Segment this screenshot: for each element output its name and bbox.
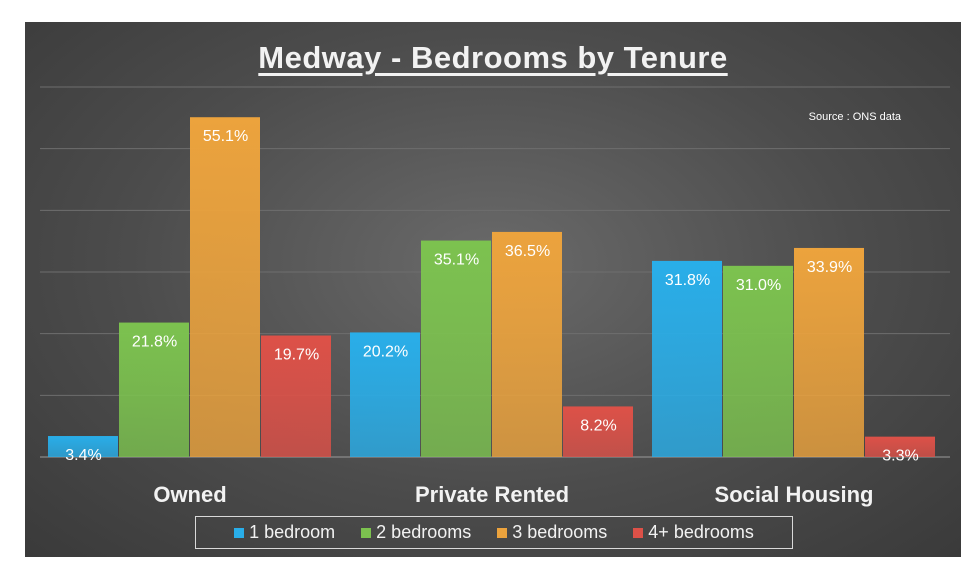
legend-swatch-3-bedrooms xyxy=(497,527,508,538)
bar xyxy=(48,436,118,457)
bar xyxy=(190,117,260,457)
legend-item-3-bedrooms: 3 bedrooms xyxy=(497,522,607,543)
data-label: 20.2% xyxy=(363,343,408,360)
data-label: 3.4% xyxy=(65,447,101,464)
data-label: 8.2% xyxy=(580,417,616,434)
legend-item-2-bedrooms: 2 bedrooms xyxy=(361,522,471,543)
bar xyxy=(492,231,562,457)
legend-label: 3 bedrooms xyxy=(512,522,608,542)
legend-label: 4+ bedrooms xyxy=(648,522,754,542)
bar xyxy=(350,332,420,457)
data-label: 31.8% xyxy=(665,272,710,289)
bar xyxy=(421,240,491,457)
source-note: Source : ONS data xyxy=(808,111,901,123)
bar xyxy=(119,322,189,457)
legend-label: 2 bedrooms xyxy=(376,522,472,542)
legend-item-4plus-bedrooms: 4+ bedrooms xyxy=(633,522,754,543)
bar xyxy=(652,260,722,457)
bar xyxy=(723,265,793,457)
legend-item-1-bedroom: 1 bedroom xyxy=(234,522,335,543)
category-label: Owned xyxy=(153,482,226,507)
data-label: 35.1% xyxy=(434,252,479,269)
chart-title: Medway - Bedrooms by Tenure xyxy=(258,40,728,75)
plot-area: 3.4% 21.8% 55.1% 19.7% Owned 20.2% 35.1% 36.5% 8… xyxy=(40,86,950,507)
data-label: 55.1% xyxy=(203,128,248,145)
bar xyxy=(865,436,935,457)
legend-swatch-2-bedrooms xyxy=(361,527,372,538)
bar xyxy=(794,247,864,457)
legend-swatch-4plus-bedrooms xyxy=(633,527,644,538)
category-label: Social Housing xyxy=(715,482,874,507)
data-label: 21.8% xyxy=(132,334,177,351)
data-label: 31.0% xyxy=(736,277,781,294)
data-label: 3.3% xyxy=(882,448,918,465)
legend: 1 bedroom 2 bedrooms 3 bedrooms 4+ bedro… xyxy=(195,516,793,549)
bar xyxy=(563,406,633,457)
data-label: 19.7% xyxy=(274,347,319,364)
category-label: Private Rented xyxy=(415,482,569,507)
data-label: 33.9% xyxy=(807,259,852,276)
chart-area: Medway - Bedrooms by Tenure Source : ONS… xyxy=(25,22,961,557)
bar xyxy=(261,335,331,457)
legend-label: 1 bedroom xyxy=(249,522,336,542)
legend-swatch-1-bedroom xyxy=(234,527,245,538)
data-label: 36.5% xyxy=(505,243,550,260)
